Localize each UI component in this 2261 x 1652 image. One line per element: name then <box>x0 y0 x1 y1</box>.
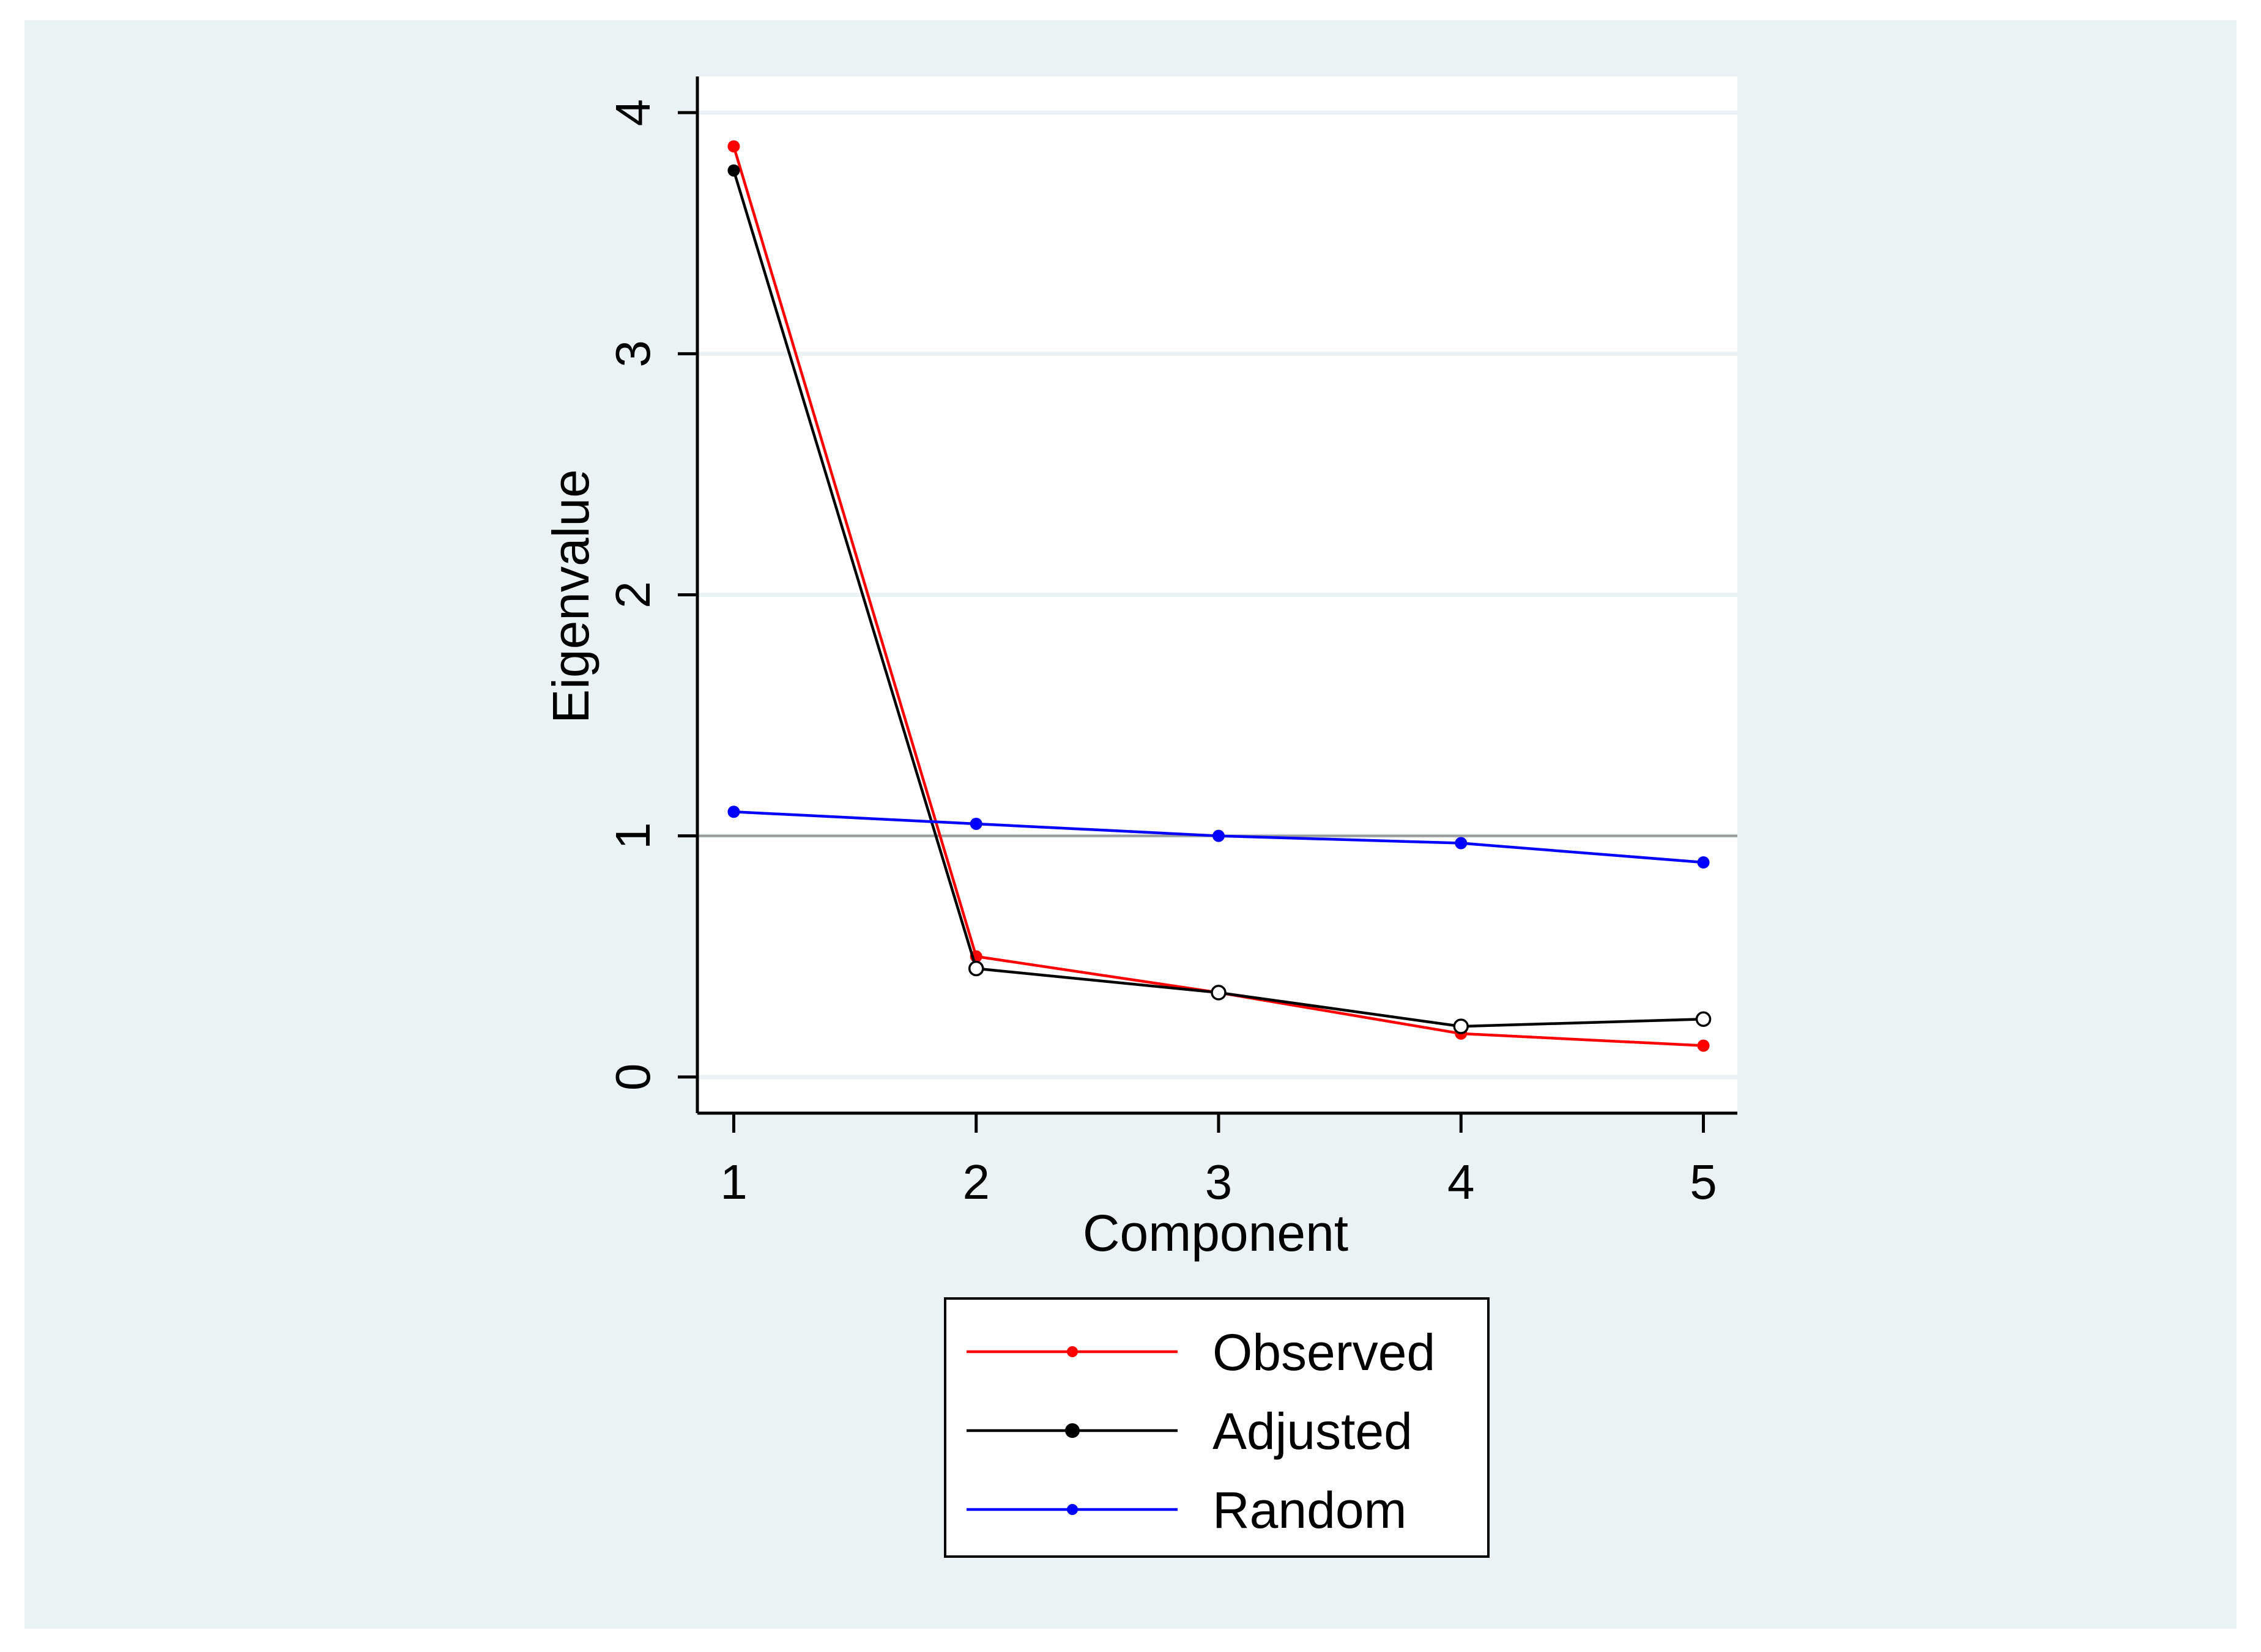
data-point-random-1 <box>727 806 740 818</box>
legend: Observed Adjusted Random <box>944 1297 1490 1558</box>
data-point-random-2 <box>970 817 982 830</box>
x-tick-label-5: 5 <box>1690 1155 1717 1209</box>
data-point-adjusted-2 <box>968 960 984 977</box>
legend-label-random: Random <box>1212 1481 1407 1539</box>
data-point-adjusted-3 <box>1211 985 1227 1001</box>
data-point-random-3 <box>1212 829 1225 842</box>
data-point-adjusted-4 <box>1453 1018 1469 1034</box>
x-axis-title: Component <box>1083 1204 1348 1262</box>
data-point-random-5 <box>1697 856 1710 869</box>
y-tick-label-2: 2 <box>606 581 660 609</box>
x-tick-label-1: 1 <box>720 1155 748 1209</box>
x-tick-label-3: 3 <box>1205 1155 1233 1209</box>
data-point-adjusted-5 <box>1695 1011 1712 1028</box>
y-tick-label-3: 3 <box>606 340 660 368</box>
y-tick-label-0: 0 <box>606 1064 660 1091</box>
x-tick-label-4: 4 <box>1447 1155 1475 1209</box>
data-point-observed-5 <box>1697 1039 1710 1052</box>
legend-box <box>944 1297 1490 1558</box>
data-point-adjusted-1 <box>727 164 740 177</box>
legend-marker-observed <box>1067 1346 1078 1357</box>
legend-items: Observed Adjusted Random <box>967 1324 1435 1539</box>
data-point-observed-1 <box>727 140 740 153</box>
y-tick-label-1: 1 <box>606 822 660 850</box>
legend-label-adjusted: Adjusted <box>1212 1402 1413 1460</box>
y-axis-title: Eigenvalue <box>542 469 600 724</box>
y-tick-label-4: 4 <box>606 99 660 127</box>
legend-marker-adjusted <box>1065 1423 1080 1438</box>
series-layer <box>727 140 1712 1052</box>
x-tick-label-2: 2 <box>962 1155 990 1209</box>
data-point-random-4 <box>1455 837 1468 850</box>
axes-layer: 0 1 2 3 4 1 2 3 4 5 <box>606 76 1737 1209</box>
legend-label-observed: Observed <box>1212 1324 1435 1381</box>
legend-marker-random <box>1067 1504 1078 1515</box>
